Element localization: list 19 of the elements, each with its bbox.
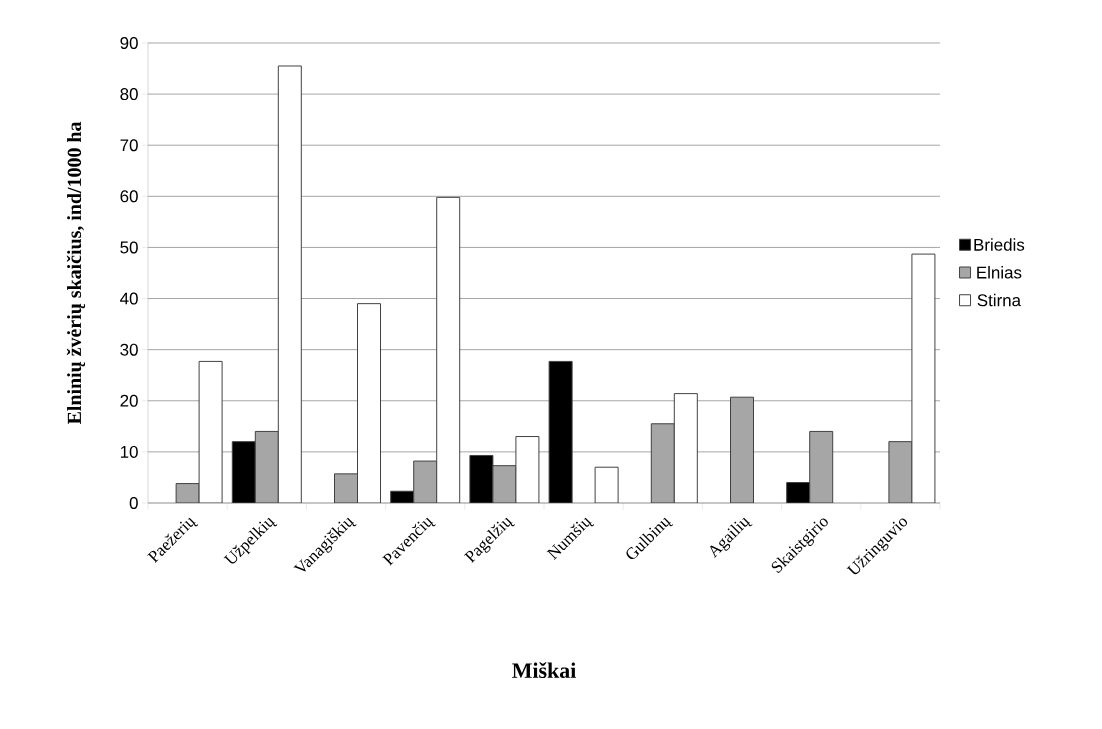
y-tick-label: 30 <box>120 343 138 356</box>
y-tick-label: 50 <box>120 241 138 254</box>
bar <box>548 360 573 503</box>
y-tick-label: 80 <box>120 88 138 101</box>
y-tick-label: 60 <box>120 190 138 203</box>
y-axis-title: Elninių žvėrių skaičius, ind/1000 ha <box>66 121 86 425</box>
y-tick-label: 40 <box>120 292 138 305</box>
legend-label: Elnias <box>977 266 1022 279</box>
legend-label: Briedis <box>974 238 1025 251</box>
y-tick-label: 10 <box>120 445 138 458</box>
y-tick-label: 20 <box>120 394 138 407</box>
x-axis-title: Miškai <box>512 662 576 678</box>
y-tick-label: 0 <box>129 496 138 509</box>
bar <box>231 441 256 503</box>
text: Stirna <box>977 293 1022 307</box>
bar <box>254 430 279 503</box>
bar <box>413 460 438 503</box>
y-tick-label: 70 <box>120 139 138 152</box>
y-tick-label: 90 <box>120 37 138 49</box>
